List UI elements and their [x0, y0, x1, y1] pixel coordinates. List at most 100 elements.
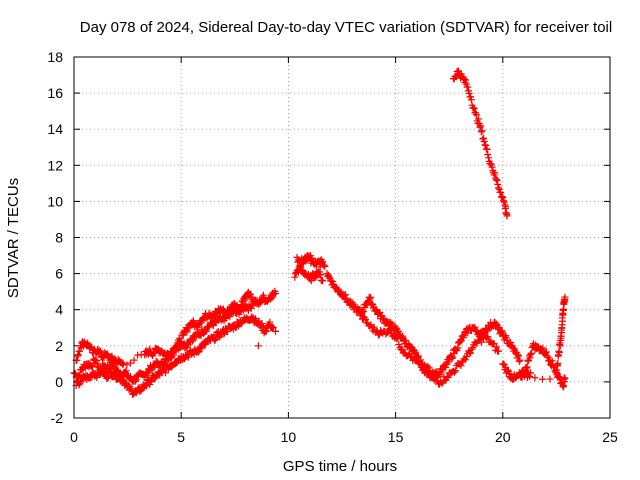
- data-point: [402, 337, 410, 345]
- data-point: [202, 327, 210, 335]
- data-point: [507, 338, 515, 346]
- data-point: [395, 340, 403, 348]
- data-point: [526, 372, 534, 380]
- data-point: [194, 348, 202, 356]
- data-point: [325, 273, 333, 281]
- data-point: [183, 328, 191, 336]
- data-point: [527, 349, 535, 357]
- data-point: [477, 338, 485, 346]
- data-point: [76, 347, 84, 355]
- data-point: [177, 338, 185, 346]
- y-tick-label: 18: [47, 49, 63, 65]
- data-point: [341, 294, 349, 302]
- data-point: [561, 374, 569, 382]
- data-point: [546, 375, 554, 383]
- data-point: [198, 344, 206, 352]
- data-point: [362, 315, 370, 323]
- data-point: [480, 134, 488, 142]
- data-point: [462, 76, 470, 84]
- data-point: [457, 362, 465, 370]
- x-tick-label: 20: [495, 429, 511, 445]
- data-point: [211, 337, 219, 345]
- data-point: [483, 334, 491, 342]
- data-point: [523, 368, 531, 376]
- data-point: [367, 293, 375, 301]
- data-point: [482, 141, 490, 149]
- data-point: [531, 374, 539, 382]
- data-point: [123, 361, 131, 369]
- data-point: [491, 169, 499, 177]
- data-point: [239, 298, 247, 306]
- plot-frame: [73, 56, 611, 419]
- y-tick-label: 12: [47, 157, 63, 173]
- data-point: [398, 345, 406, 353]
- data-point: [366, 295, 374, 303]
- data-point: [444, 358, 452, 366]
- data-point: [268, 322, 276, 330]
- x-tick-label: 15: [388, 429, 404, 445]
- data-point: [295, 257, 303, 265]
- data-point: [560, 382, 568, 390]
- data-point: [422, 365, 430, 373]
- data-point: [348, 298, 356, 306]
- data-point: [406, 349, 414, 357]
- y-tick-label: 0: [55, 374, 63, 390]
- data-point: [477, 122, 485, 130]
- data-point: [379, 315, 387, 323]
- data-point: [467, 93, 475, 101]
- data-point: [103, 374, 111, 382]
- data-point: [312, 257, 320, 265]
- data-point: [494, 181, 502, 189]
- data-point: [516, 356, 524, 364]
- data-point: [555, 348, 563, 356]
- data-point: [327, 277, 335, 285]
- data-point: [527, 369, 535, 377]
- data-point: [480, 137, 488, 145]
- data-point: [319, 277, 327, 285]
- data-point: [87, 362, 95, 370]
- x-tick-label: 25: [602, 429, 618, 445]
- data-point: [500, 197, 508, 205]
- data-point: [554, 360, 562, 368]
- data-point: [121, 368, 129, 376]
- data-point: [126, 359, 134, 367]
- data-markers: [70, 67, 569, 398]
- data-point: [483, 145, 491, 153]
- data-point: [320, 261, 328, 269]
- data-point: [497, 188, 505, 196]
- data-point: [502, 203, 510, 211]
- data-point: [470, 104, 478, 112]
- data-point: [93, 356, 101, 364]
- data-point: [393, 335, 401, 343]
- data-point: [92, 358, 100, 366]
- data-point: [124, 381, 132, 389]
- data-point: [441, 377, 449, 385]
- y-tick-label: 6: [55, 266, 63, 282]
- data-point: [186, 324, 194, 332]
- data-point: [342, 291, 350, 299]
- y-tick-label: 14: [47, 121, 63, 137]
- data-point: [471, 323, 479, 331]
- data-point: [451, 368, 459, 376]
- grid: [74, 57, 610, 418]
- data-point: [272, 289, 280, 297]
- y-tick-label: 8: [55, 230, 63, 246]
- data-point: [444, 373, 452, 381]
- data-point: [515, 357, 523, 365]
- data-point: [503, 212, 511, 220]
- y-axis-label: SDTVAR / TECUs: [5, 178, 22, 298]
- data-point: [454, 344, 462, 352]
- data-point: [254, 342, 262, 350]
- data-point: [196, 344, 204, 352]
- data-point: [414, 352, 422, 360]
- data-point: [484, 150, 492, 158]
- data-point: [504, 366, 512, 374]
- y-tick-label: 2: [55, 338, 63, 354]
- y-tick-label: 10: [47, 193, 63, 209]
- data-point: [96, 347, 104, 355]
- x-axis-ticks: 0 5 10 15 20 25: [70, 57, 618, 445]
- data-point: [493, 176, 501, 184]
- data-point: [495, 347, 503, 355]
- data-point: [151, 375, 159, 383]
- data-point: [226, 313, 234, 321]
